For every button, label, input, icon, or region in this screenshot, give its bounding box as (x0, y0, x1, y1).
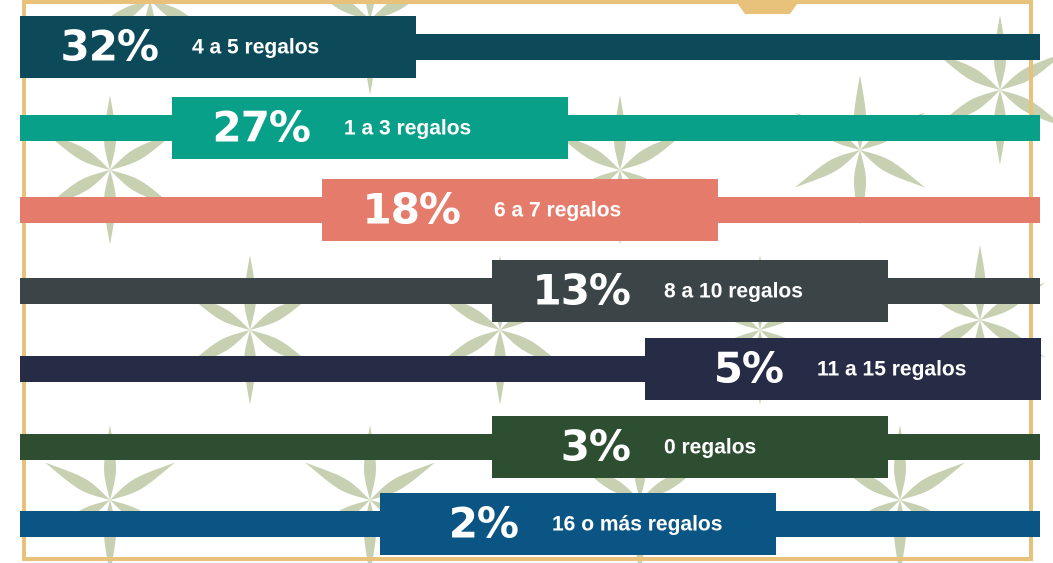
category-label: 6 a 7 regalos (494, 199, 621, 222)
value-label: 5% (714, 344, 783, 393)
category-label: 11 a 15 regalos (817, 358, 966, 381)
infographic: 32% 4 a 5 regalos 27% 1 a 3 regalos 18% 6 a 7… (0, 0, 1053, 563)
value-label: 32% (60, 22, 158, 71)
category-label: 0 regalos (664, 436, 756, 459)
value-label: 2% (449, 499, 518, 548)
category-label: 4 a 5 regalos (192, 36, 319, 59)
category-label: 8 a 10 regalos (664, 280, 803, 303)
category-label: 16 o más regalos (552, 513, 722, 536)
value-label: 18% (362, 185, 460, 234)
value-label: 13% (532, 266, 630, 315)
value-label: 3% (561, 422, 630, 471)
rows: 32% 4 a 5 regalos 27% 1 a 3 regalos 18% 6 a 7… (20, 16, 1041, 555)
value-label: 27% (212, 103, 310, 152)
category-label: 1 a 3 regalos (344, 117, 471, 140)
